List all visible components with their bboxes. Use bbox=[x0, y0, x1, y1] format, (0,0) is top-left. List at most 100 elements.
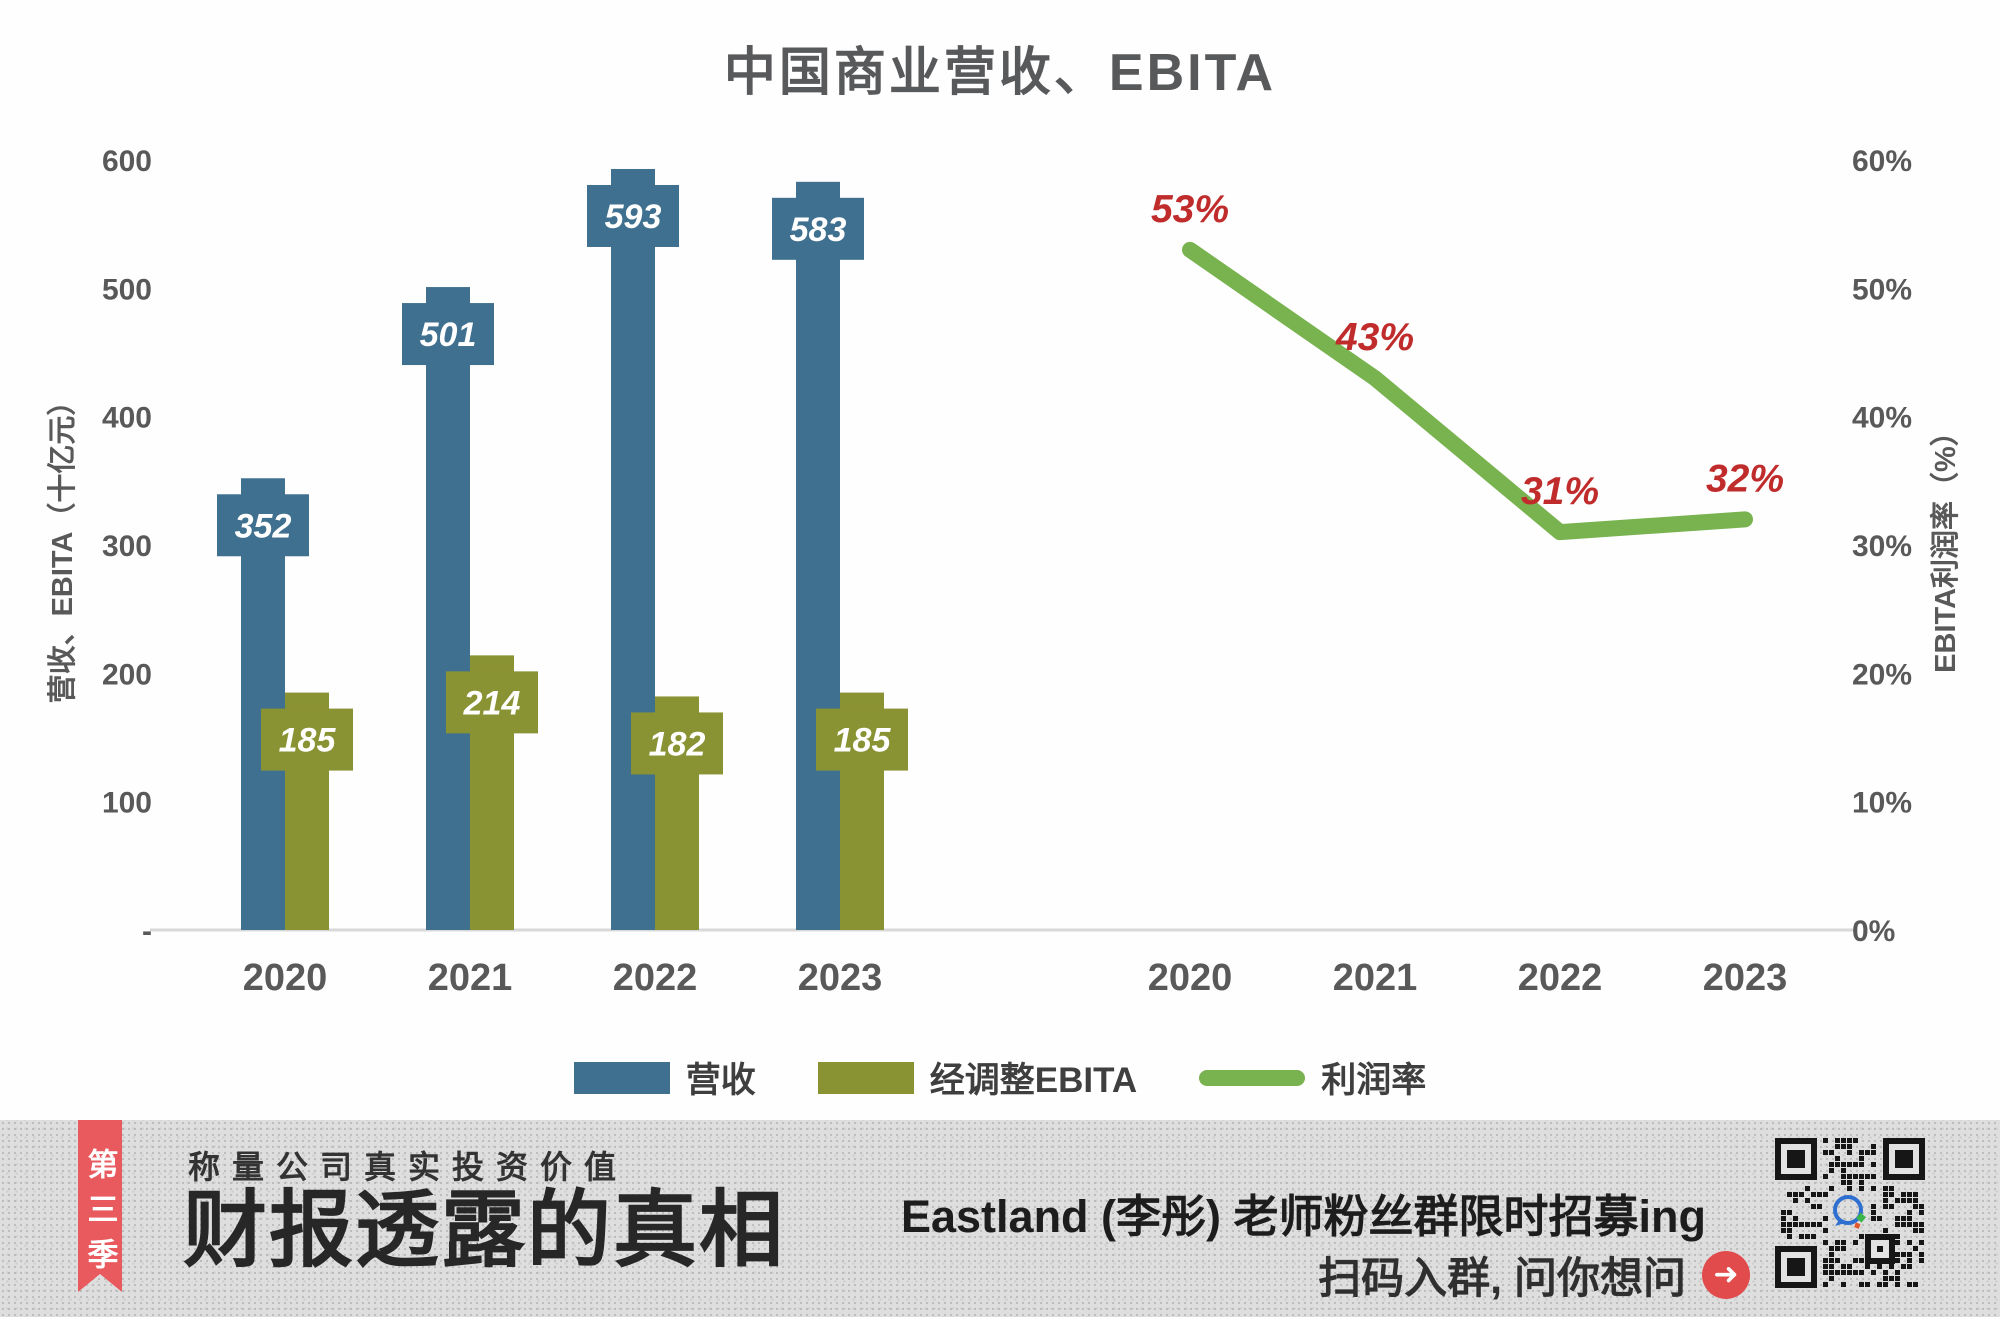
qr-module bbox=[1805, 1186, 1810, 1191]
qr-module bbox=[1811, 1192, 1816, 1197]
bar-x-tick-label: 2021 bbox=[428, 957, 513, 999]
ebita-bar-label-plate bbox=[631, 712, 723, 775]
revenue-bar-label-plate bbox=[772, 197, 864, 260]
qr-module bbox=[1787, 1222, 1792, 1227]
qr-module bbox=[1901, 1192, 1906, 1197]
bar-value-label: 583 bbox=[790, 211, 847, 249]
qr-module bbox=[1787, 1228, 1792, 1233]
qr-module bbox=[1889, 1276, 1894, 1281]
qr-module bbox=[1883, 1276, 1888, 1281]
qr-module bbox=[1829, 1258, 1834, 1263]
right-axis-tick: 10% bbox=[1852, 787, 1912, 820]
bar-x-tick-label: 2020 bbox=[243, 957, 328, 999]
qr-module bbox=[1835, 1144, 1840, 1149]
qr-module bbox=[1841, 1174, 1846, 1179]
qr-module bbox=[1865, 1282, 1870, 1287]
qr-module bbox=[1907, 1198, 1912, 1203]
ribbon-label: 第三季 bbox=[82, 1148, 118, 1283]
qr-module bbox=[1865, 1150, 1870, 1155]
promo-cta-text: 扫码入群, 问你想问 bbox=[1318, 1255, 1686, 1303]
qr-module bbox=[1907, 1252, 1912, 1257]
revenue-bar-label-plate bbox=[217, 494, 309, 557]
ebita-bar-label-plate bbox=[816, 708, 908, 771]
qr-module bbox=[1853, 1270, 1858, 1275]
qr-module bbox=[1829, 1186, 1834, 1191]
revenue-bar bbox=[796, 181, 840, 931]
qr-module bbox=[1841, 1282, 1846, 1287]
qr-module bbox=[1823, 1240, 1828, 1245]
qr-module bbox=[1787, 1210, 1792, 1215]
margin-point-label: 31% bbox=[1521, 470, 1599, 513]
qr-module bbox=[1859, 1270, 1864, 1275]
right-axis-tick: 60% bbox=[1852, 145, 1912, 178]
chart-legend: 营收 经调整EBITA 利润率 bbox=[0, 1052, 2000, 1103]
qr-module bbox=[1895, 1240, 1900, 1245]
qr-module bbox=[1895, 1222, 1900, 1227]
qr-module bbox=[1919, 1228, 1924, 1233]
legend-label: 经调整EBITA bbox=[929, 1061, 1138, 1100]
qr-module bbox=[1829, 1276, 1834, 1281]
qr-module bbox=[1913, 1228, 1918, 1233]
qr-module bbox=[1829, 1162, 1834, 1167]
left-axis-tick: 300 bbox=[102, 530, 152, 563]
qr-module bbox=[1901, 1264, 1906, 1269]
qr-module bbox=[1877, 1282, 1882, 1287]
qr-module bbox=[1871, 1186, 1876, 1191]
legend-label: 营收 bbox=[685, 1061, 756, 1100]
qr-module bbox=[1901, 1252, 1906, 1257]
qr-module bbox=[1829, 1270, 1834, 1275]
qr-module bbox=[1817, 1204, 1822, 1209]
right-axis-tick: 0% bbox=[1852, 915, 1895, 948]
qr-module bbox=[1877, 1216, 1882, 1221]
qr-module bbox=[1907, 1216, 1912, 1221]
wechat-icon bbox=[1833, 1195, 1866, 1229]
bar-value-label: 214 bbox=[463, 684, 521, 722]
qr-module bbox=[1871, 1210, 1876, 1215]
qr-module bbox=[1919, 1258, 1924, 1263]
qr-module bbox=[1883, 1204, 1888, 1209]
qr-module bbox=[1859, 1162, 1864, 1167]
qr-finder bbox=[1787, 1258, 1805, 1276]
qr-module bbox=[1841, 1144, 1846, 1149]
qr-module bbox=[1799, 1234, 1804, 1239]
bar-x-tick-label: 2023 bbox=[798, 957, 883, 999]
qr-module bbox=[1793, 1198, 1798, 1203]
qr-module bbox=[1847, 1270, 1852, 1275]
qr-module bbox=[1919, 1222, 1924, 1227]
qr-module bbox=[1853, 1174, 1858, 1179]
qr-module bbox=[1883, 1228, 1888, 1233]
qr-module bbox=[1793, 1222, 1798, 1227]
qr-alignment bbox=[1877, 1246, 1883, 1252]
qr-module bbox=[1829, 1168, 1834, 1173]
qr-module bbox=[1823, 1282, 1828, 1287]
qr-module bbox=[1889, 1186, 1894, 1191]
qr-module bbox=[1895, 1198, 1900, 1203]
qr-module bbox=[1907, 1240, 1912, 1245]
qr-module bbox=[1805, 1234, 1810, 1239]
qr-module bbox=[1847, 1162, 1852, 1167]
qr-module bbox=[1841, 1162, 1846, 1167]
qr-module bbox=[1889, 1264, 1894, 1269]
line-x-tick-label: 2022 bbox=[1518, 957, 1603, 999]
qr-module bbox=[1901, 1216, 1906, 1221]
qr-module bbox=[1877, 1264, 1882, 1269]
qr-module bbox=[1919, 1204, 1924, 1209]
promo-cta: 扫码入群, 问你想问 ➜ bbox=[1318, 1244, 1750, 1306]
wechat-qr-code bbox=[1775, 1138, 1925, 1288]
qr-module bbox=[1901, 1198, 1906, 1203]
qr-module bbox=[1829, 1150, 1834, 1155]
qr-module bbox=[1823, 1216, 1828, 1221]
bar-x-tick-label: 2022 bbox=[613, 957, 698, 999]
qr-module bbox=[1823, 1258, 1828, 1263]
qr-module bbox=[1823, 1174, 1828, 1179]
qr-module bbox=[1793, 1216, 1798, 1221]
left-axis-title: 营收、EBITA（十亿元） bbox=[46, 387, 79, 704]
circle-arrow-right-icon: ➜ bbox=[1702, 1251, 1750, 1299]
qr-module bbox=[1859, 1186, 1864, 1191]
qr-module bbox=[1823, 1192, 1828, 1197]
qr-module bbox=[1859, 1180, 1864, 1185]
qr-module bbox=[1919, 1252, 1924, 1257]
qr-module bbox=[1871, 1216, 1876, 1221]
qr-module bbox=[1835, 1240, 1840, 1245]
